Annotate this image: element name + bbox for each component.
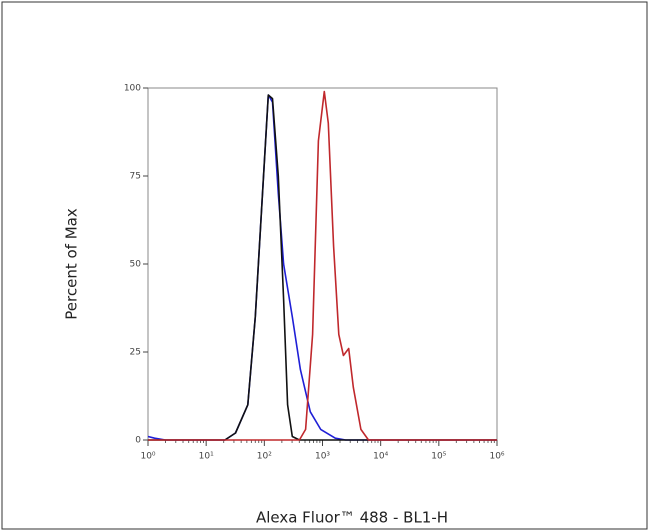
x-tick-label: 10¹: [199, 452, 214, 462]
y-tick-label: 75: [130, 172, 141, 182]
x-tick-label: 10²: [257, 452, 272, 462]
y-tick-label: 50: [130, 260, 142, 270]
x-tick-label: 10⁶: [489, 452, 504, 462]
y-tick-label: 25: [130, 348, 141, 358]
x-tick-label: 10⁰: [140, 452, 155, 462]
plot-frame: [147, 87, 498, 441]
x-tick-label: 10⁵: [431, 452, 446, 462]
series-line: [148, 94, 497, 441]
y-axis-label: Percent of Max: [63, 208, 81, 320]
x-tick-label: 10⁴: [373, 452, 388, 462]
series-line: [148, 90, 497, 441]
y-tick-label: 100: [124, 84, 141, 94]
x-axis-label: Alexa Fluor™ 488 - BL1-H: [256, 509, 448, 527]
y-tick-label: 0: [135, 436, 141, 446]
x-tick-label: 10³: [315, 452, 330, 462]
series-line: [147, 94, 497, 441]
